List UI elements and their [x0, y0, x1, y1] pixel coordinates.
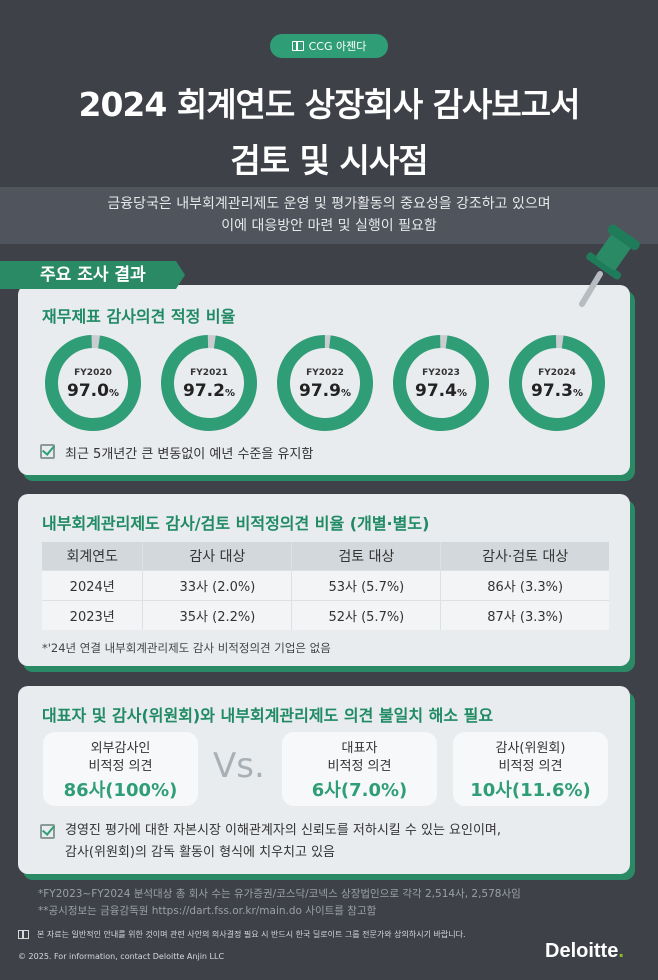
donut-FY2024: FY2024 97.3%	[509, 335, 605, 431]
badge-label: CCG 아젠다	[308, 40, 367, 53]
cell: 35사 (2.2%)	[142, 599, 292, 630]
donut-slice	[393, 335, 489, 431]
cell: 2024년	[42, 569, 143, 600]
donut-FY2021: FY2021 97.2%	[161, 335, 257, 431]
category-badge: CCG 아젠다	[270, 34, 388, 58]
card3-heading: 대표자 및 감사(위원회)와 내부회계관리제도 의견 불일치 해소 필요	[42, 706, 494, 725]
donut-label: FY2021	[190, 368, 228, 378]
box-value: 6사(7.0%)	[311, 780, 408, 801]
donut-label: FY2024	[538, 368, 576, 378]
donut-value: 97.3%	[531, 381, 583, 401]
donut-label: FY2020	[74, 368, 112, 378]
disagreement-card: 대표자 및 감사(위원회)와 내부회계관리제도 의견 불일치 해소 필요 외부감…	[18, 686, 630, 874]
pushpin-icon	[579, 224, 640, 307]
audit-committee-box: 감사(위원회) 비적정 의견 10사(11.6%)	[453, 732, 608, 806]
book-icon	[291, 41, 304, 51]
donut-FY2023: FY2023 97.4%	[393, 335, 489, 431]
header-year: 회계연도	[42, 542, 143, 570]
checkbox-icon	[40, 824, 55, 839]
logo-text: Deloitte	[545, 940, 619, 962]
cell: 86사 (3.3%)	[440, 569, 609, 600]
donut-FY2022: FY2022 97.9%	[277, 335, 373, 431]
cell: 52사 (5.7%)	[291, 599, 441, 630]
box-label: 감사(위원회)	[495, 741, 566, 756]
subtitle-line1: 금융당국은 내부회계관리제도 운영 및 평가활동의 중요성을 강조하고 있으며	[107, 196, 551, 212]
donut-value: 97.9%	[299, 381, 351, 401]
deloitte-logo: Deloitte.	[545, 940, 624, 963]
card3-note-line2: 감사(위원회)의 감독 활동이 형식에 치우치고 있음	[65, 845, 336, 860]
copyright: © 2025. For information, contact Deloitt…	[18, 952, 225, 961]
footnote-2: **공시정보는 금융감독원 https://dart.fss.or.kr/mai…	[38, 905, 377, 917]
box-label: 비적정 의견	[88, 759, 153, 774]
donut-FY2020: FY2020 97.0%	[45, 335, 141, 431]
cell: 2023년	[42, 599, 143, 630]
box-label: 비적정 의견	[498, 759, 563, 774]
donut-charts: FY2020 97.0% FY2021 97.2% FY2022 97.9% FY2023 9…	[45, 335, 605, 431]
subtitle-band: 금융당국은 내부회계관리제도 운영 및 평가활동의 중요성을 강조하고 있으며 …	[0, 187, 658, 244]
disclaimer: 본 자료는 일반적인 안내를 위한 것이며 관련 사안의 의사결정 필요 시 반…	[18, 929, 466, 940]
box-label: 비적정 의견	[327, 759, 392, 774]
subtitle-line2: 이에 대응방안 마련 및 실행이 필요함	[221, 218, 437, 234]
card2-note: *'24년 연결 내부회계관리제도 감사 비적정의견 기업은 없음	[42, 641, 331, 655]
box-value: 10사(11.6%)	[470, 780, 591, 801]
donut-slice	[277, 335, 373, 431]
header-audit: 감사 대상	[142, 542, 292, 570]
donut-value: 97.0%	[67, 381, 119, 401]
card1-note: 최근 5개년간 큰 변동없이 예년 수준을 유지함	[40, 443, 313, 462]
header-total: 감사·검토 대상	[440, 542, 609, 570]
page-title-line2: 검토 및 시사점	[230, 141, 428, 180]
icfr-card: 내부회계관리제도 감사/검토 비적정의견 비율 (개별·별도) 회계연도 감사 …	[18, 494, 630, 666]
disclaimer-text: 본 자료는 일반적인 안내를 위한 것이며 관련 사안의 의사결정 필요 시 반…	[37, 930, 466, 939]
card1-heading: 재무제표 감사의견 적정 비율	[42, 307, 236, 326]
checkbox-icon	[40, 444, 55, 459]
cell: 33사 (2.0%)	[142, 569, 292, 600]
icfr-table: 회계연도 감사 대상 검토 대상 감사·검토 대상 2024년 33사 (2.0%…	[42, 542, 609, 630]
table-header-row: 회계연도 감사 대상 검토 대상 감사·검토 대상	[42, 542, 609, 570]
audit-opinion-card: 재무제표 감사의견 적정 비율 FY2020 97.0% FY2021 97.2% FY…	[18, 285, 630, 475]
card1-note-text: 최근 5개년간 큰 변동없이 예년 수준을 유지함	[65, 447, 314, 462]
card3-note-line1: 경영진 평가에 대한 자본시장 이해관계자의 신뢰도를 저하시킬 수 있는 요인…	[65, 823, 502, 838]
donut-slice	[45, 335, 141, 431]
card3-note: 경영진 평가에 대한 자본시장 이해관계자의 신뢰도를 저하시킬 수 있는 요인…	[40, 820, 501, 864]
book-icon	[18, 930, 29, 939]
logo-dot: .	[618, 940, 624, 962]
box-label: 외부감사인	[90, 741, 151, 756]
donut-value: 97.4%	[415, 381, 467, 401]
table-row: 2024년 33사 (2.0%) 53사 (5.7%) 86사 (3.3%)	[42, 569, 609, 600]
donut-label: FY2022	[306, 368, 344, 378]
page-title-line1: 2024 회계연도 상장회사 감사보고서	[78, 85, 581, 124]
header-review: 검토 대상	[291, 542, 441, 570]
card2-heading: 내부회계관리제도 감사/검토 비적정의견 비율 (개별·별도)	[42, 514, 430, 533]
footnotes: *FY2023~FY2024 분석대상 총 회사 수는 유가증권/코스닥/코넥스…	[38, 886, 521, 920]
donut-value: 97.2%	[183, 381, 235, 401]
section-tab: 주요 조사 결과	[0, 261, 185, 289]
box-value: 86사(100%)	[63, 780, 178, 801]
donut-label: FY2023	[422, 368, 460, 378]
cell: 87사 (3.3%)	[440, 599, 609, 630]
footnote-1: *FY2023~FY2024 분석대상 총 회사 수는 유가증권/코스닥/코넥스…	[38, 888, 521, 900]
table-row: 2023년 35사 (2.2%) 52사 (5.7%) 87사 (3.3%)	[42, 599, 609, 630]
box-label: 대표자	[341, 741, 378, 756]
cell: 53사 (5.7%)	[291, 569, 441, 600]
vs-label: Vs.	[213, 746, 265, 786]
